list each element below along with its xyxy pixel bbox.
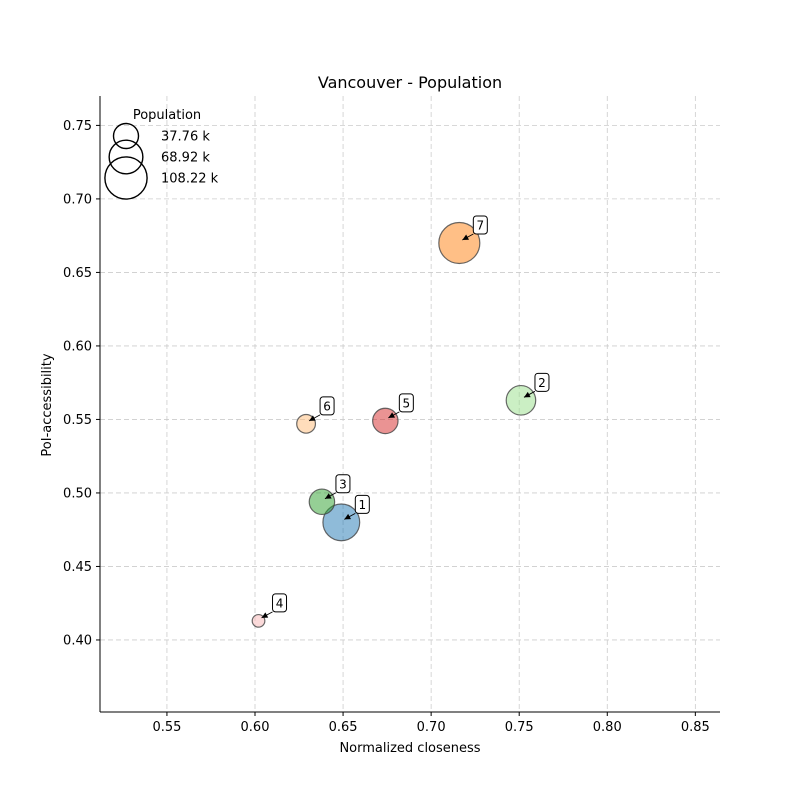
data-point xyxy=(308,488,336,516)
y-tick-label: 0.70 xyxy=(63,192,92,207)
x-tick-label: 0.80 xyxy=(593,720,622,735)
y-tick-label: 0.40 xyxy=(63,633,92,648)
legend-entry-label: 68.92 k xyxy=(161,151,210,166)
chart-title: Vancouver - Population xyxy=(318,73,502,92)
annotation-box xyxy=(398,393,414,413)
data-point xyxy=(322,503,361,542)
annotation-box xyxy=(319,396,335,416)
data-point xyxy=(372,407,399,435)
legend-size-marker xyxy=(108,139,144,175)
annotation-label: 6 xyxy=(323,399,331,413)
legend-title: Population xyxy=(133,108,201,123)
y-ticks: 0.40 0.45 0.50 0.55 0.60 0.65 0.70 0.75 xyxy=(63,119,100,648)
annotation-arrowhead xyxy=(344,513,352,520)
annotation-arrowhead xyxy=(462,234,470,241)
annotation-arrowhead xyxy=(324,493,332,499)
y-tick-label: 0.60 xyxy=(63,339,92,354)
y-tick-label: 0.65 xyxy=(63,266,92,281)
annotation-label: 7 xyxy=(476,219,484,233)
annotation-arrowhead xyxy=(388,412,396,418)
annotation-box xyxy=(472,215,488,235)
data-points xyxy=(251,221,537,628)
annotation-arrowhead xyxy=(309,415,316,421)
annotation-label: 4 xyxy=(276,596,284,610)
legend-entry-label: 108.22 k xyxy=(161,172,219,187)
annotation-arrowhead xyxy=(261,612,269,618)
x-tick-label: 0.85 xyxy=(681,720,710,735)
legend-size-marker xyxy=(104,156,148,200)
annotation-label: 1 xyxy=(358,498,366,512)
y-tick-label: 0.55 xyxy=(63,413,92,428)
y-tick-label: 0.75 xyxy=(63,119,92,134)
size-legend: Population 37.76 k 68.92 k 108.22 k xyxy=(104,108,219,200)
annotation-label: 2 xyxy=(538,376,546,390)
point-annotations: 1 2 3 4 5 6 7 xyxy=(261,215,550,619)
x-tick-label: 0.55 xyxy=(152,720,181,735)
x-ticks: 0.55 0.60 0.65 0.70 0.75 0.80 0.85 xyxy=(152,712,710,735)
annotation-label: 5 xyxy=(403,396,411,410)
legend-entry-label: 37.76 k xyxy=(161,130,210,145)
grid-lines xyxy=(100,96,720,712)
x-tick-label: 0.65 xyxy=(329,720,358,735)
annotation-box xyxy=(534,372,550,392)
annotation-box xyxy=(354,494,370,514)
annotation-box xyxy=(272,593,288,613)
x-tick-label: 0.60 xyxy=(241,720,270,735)
annotation-box xyxy=(335,474,351,494)
x-axis-label: Normalized closeness xyxy=(339,741,480,756)
y-tick-label: 0.45 xyxy=(63,560,92,575)
legend-size-marker xyxy=(112,122,140,150)
annotation-arrowhead xyxy=(523,391,531,398)
x-tick-label: 0.70 xyxy=(417,720,446,735)
data-point xyxy=(438,221,481,265)
x-tick-label: 0.75 xyxy=(505,720,534,735)
y-tick-label: 0.50 xyxy=(63,486,92,501)
annotation-label: 3 xyxy=(339,477,347,491)
data-point xyxy=(505,384,537,416)
y-axis-label: PoI-accessibility xyxy=(40,353,55,456)
